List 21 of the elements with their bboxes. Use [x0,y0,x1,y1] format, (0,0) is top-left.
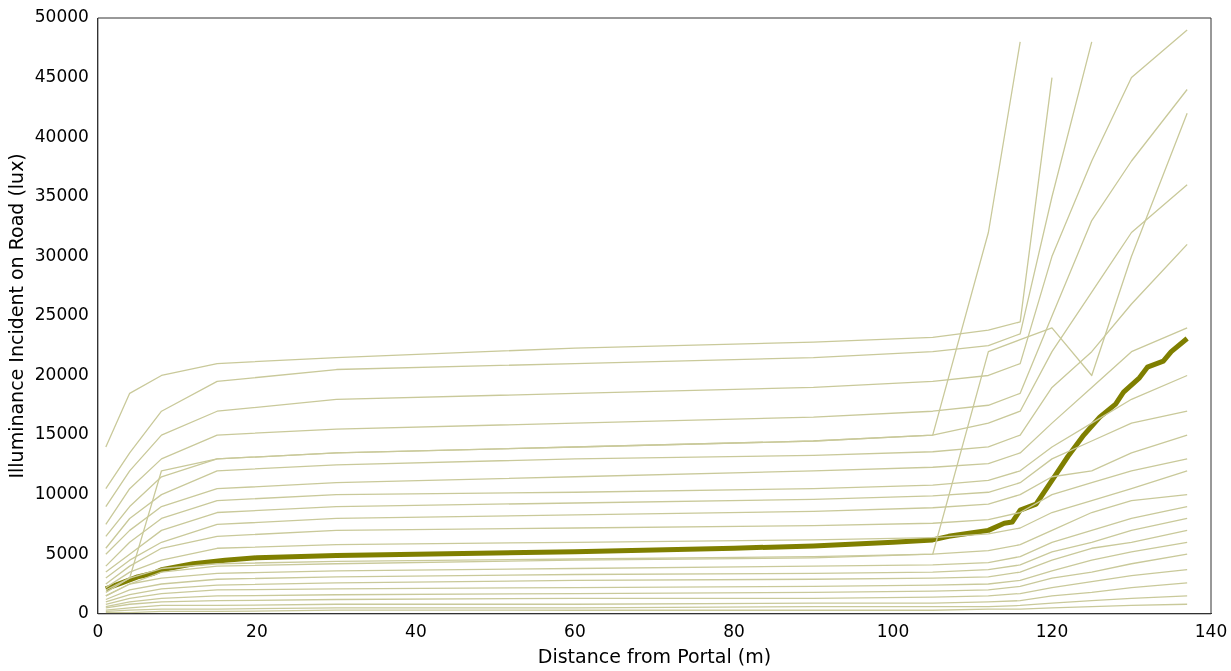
y-tick-label: 15000 [34,423,89,444]
x-tick-label: 20 [246,621,268,642]
y-tick-label: 10000 [34,483,89,504]
x-tick-label: 80 [723,621,745,642]
x-tick-label: 120 [1035,621,1069,642]
y-tick-label: 20000 [34,363,89,384]
x-tick-label: 0 [92,621,104,642]
y-axis-title: Illuminance Incident on Road (lux) [5,153,28,479]
y-tick-label: 35000 [34,185,89,206]
x-tick-label: 140 [1194,621,1228,642]
y-tick-label: 50000 [34,6,89,27]
x-tick-label: 100 [876,621,910,642]
y-tick-label: 45000 [34,66,89,86]
y-tick-label: 40000 [34,125,89,146]
x-tick-label: 40 [405,621,427,642]
y-tick-label: 30000 [34,244,89,265]
y-tick-label: 25000 [34,304,89,325]
x-tick-label: 60 [564,621,586,642]
x-axis-title: Distance from Portal (m) [537,644,772,667]
y-tick-label: 0 [78,602,89,623]
y-tick-label: 5000 [45,542,89,563]
